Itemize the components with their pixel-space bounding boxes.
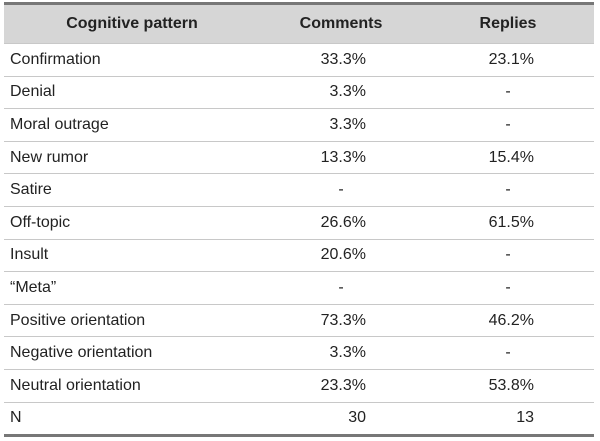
table-row: Satire - - <box>4 173 594 207</box>
column-header: Comments <box>299 15 383 32</box>
row-label: Negative orientation <box>4 336 260 370</box>
table-cell: 20.6% <box>260 238 422 272</box>
table-cell: - <box>422 173 594 207</box>
table-cell: 30 <box>260 401 422 436</box>
table-cell: 15.4% <box>422 140 594 174</box>
table-cell: 73.3% <box>260 303 422 337</box>
table-cell: 3.3% <box>260 108 422 142</box>
row-label: Positive orientation <box>4 303 260 337</box>
table-row: Insult 20.6% - <box>4 238 594 272</box>
table-cell: 26.6% <box>260 205 422 240</box>
row-label: New rumor <box>4 140 260 174</box>
column-header: Replies <box>479 15 537 32</box>
row-label: “Meta” <box>4 271 260 305</box>
table-row: Off-topic 26.6% 61.5% <box>4 205 594 240</box>
row-label: Denial <box>4 75 260 109</box>
table-row: N 30 13 <box>4 401 594 436</box>
row-label: N <box>4 401 260 436</box>
table-header: Cognitive pattern Comments Replies <box>4 3 594 44</box>
table-row: Positive orientation 73.3% 46.2% <box>4 303 594 337</box>
row-label: Confirmation <box>4 43 260 77</box>
table-row: Denial 3.3% - <box>4 75 594 109</box>
data-table: Cognitive pattern Comments Replies Confirm… <box>4 2 594 437</box>
table-cell: - <box>422 108 594 142</box>
table-cell: - <box>422 271 594 305</box>
row-label: Insult <box>4 238 260 272</box>
table-cell: 3.3% <box>260 336 422 370</box>
table-cell: 13.3% <box>260 140 422 174</box>
table-cell: 13 <box>422 401 594 436</box>
table-cell: 3.3% <box>260 75 422 109</box>
table-row: Neutral orientation 23.3% 53.8% <box>4 368 594 403</box>
table-cell: 23.3% <box>260 368 422 403</box>
table-cell: 46.2% <box>422 303 594 337</box>
table-cell: 23.1% <box>422 43 594 77</box>
table-row: Confirmation 33.3% 23.1% <box>4 43 594 77</box>
table-row: “Meta” - - <box>4 271 594 305</box>
header-row: Cognitive pattern Comments Replies <box>4 3 594 44</box>
table-cell: - <box>422 238 594 272</box>
row-label: Neutral orientation <box>4 368 260 403</box>
table-cell: - <box>260 271 422 305</box>
table-cell: - <box>260 173 422 207</box>
table-cell: 33.3% <box>260 43 422 77</box>
row-label: Satire <box>4 173 260 207</box>
column-header: Cognitive pattern <box>66 15 198 32</box>
row-label: Moral outrage <box>4 108 260 142</box>
table-row: Moral outrage 3.3% - <box>4 108 594 142</box>
table-row: New rumor 13.3% 15.4% <box>4 140 594 174</box>
table-cell: 61.5% <box>422 205 594 240</box>
table-cell: - <box>422 336 594 370</box>
table-row: Negative orientation 3.3% - <box>4 336 594 370</box>
table-body: Confirmation 33.3% 23.1% Denial 3.3% - Moral o… <box>4 43 594 436</box>
table-cell: 53.8% <box>422 368 594 403</box>
table-cell: - <box>422 75 594 109</box>
row-label: Off-topic <box>4 205 260 240</box>
